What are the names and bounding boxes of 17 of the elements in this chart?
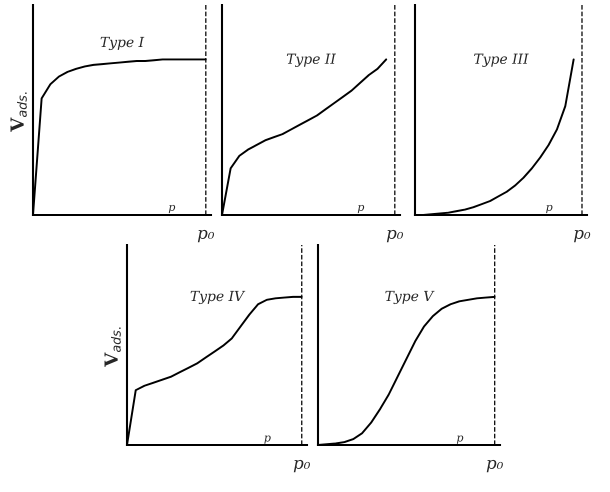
annotation: Type II [286,54,336,67]
y-axis-title: V$_{ads.}$ [104,328,121,367]
x-axis-title: p [456,436,464,444]
annotation: Type IV [190,290,246,304]
x-axis-title: p [546,204,552,214]
text: Type I [100,36,144,50]
text: p₀ [574,230,590,242]
text: p₀ [386,230,404,242]
y-axis-title: V$_{ads.}$ [10,92,27,132]
annotation: Type V [385,290,435,304]
text: p₀ [294,460,310,472]
x-axis-title: p [168,204,176,214]
annotation: Type III [474,54,529,67]
text: p₀ [198,230,214,242]
x-axis-title: p [264,436,271,444]
text: p₀ [486,460,503,472]
x-axis-title: p [358,204,364,214]
